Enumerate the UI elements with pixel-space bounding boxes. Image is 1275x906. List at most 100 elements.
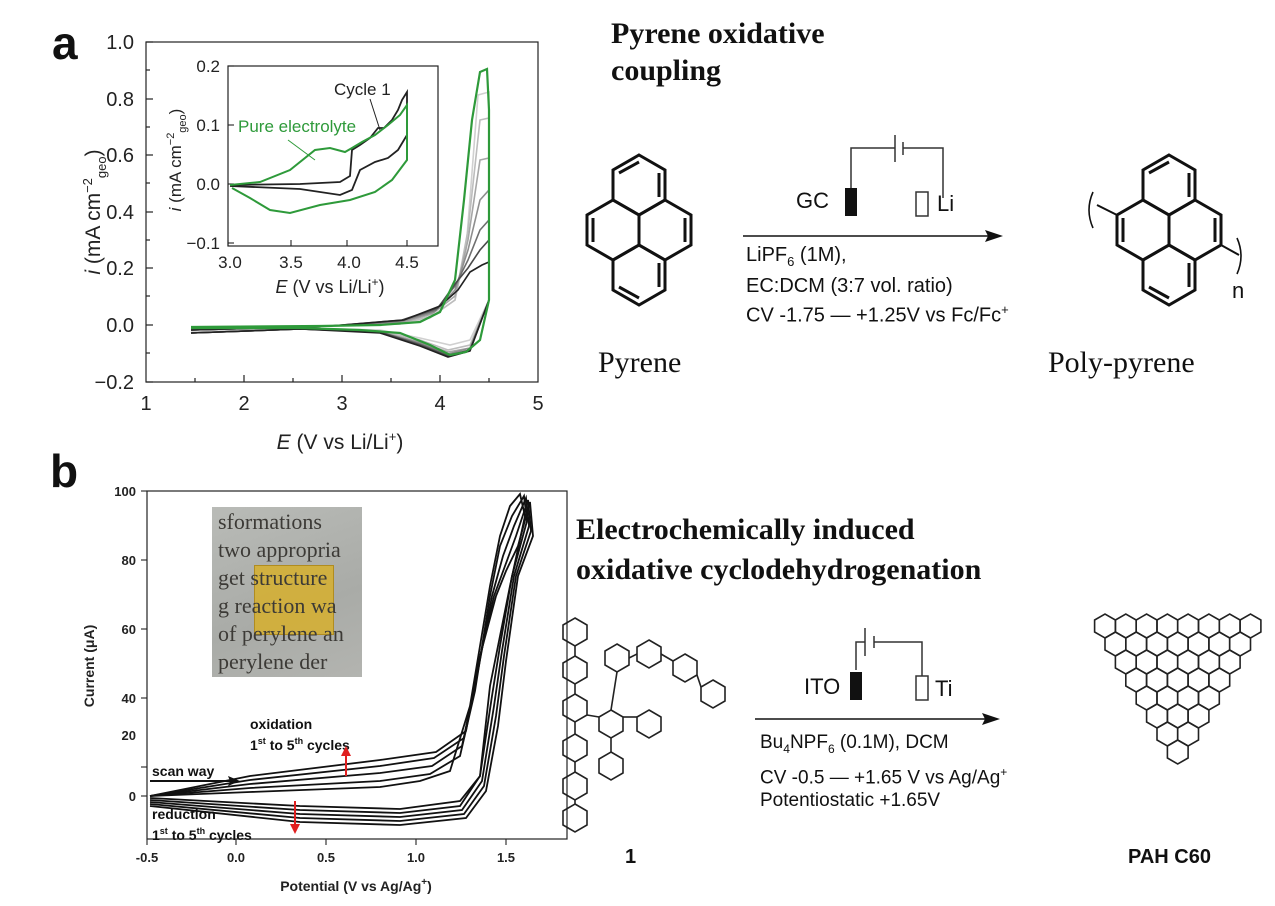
y-tick-a-7: −0.2 <box>95 372 134 394</box>
y-tick-a-3: 0.6 <box>106 145 134 167</box>
inset-x-tick-1: 3.0 <box>218 253 242 272</box>
oxidation-red-arrow-head <box>341 746 351 756</box>
scheme-b-title: Electrochemically induced oxidative cycl… <box>576 510 981 590</box>
inset-y-tick-4: −0.1 <box>186 234 220 253</box>
x-tick-a-4: 4 <box>434 393 445 415</box>
photo-text-2: two appropria <box>218 537 341 562</box>
ti-label: Ti <box>935 676 953 701</box>
x-tick-a-5: 5 <box>532 393 543 415</box>
y-tick-b-3: 60 <box>122 622 136 637</box>
inset-y-tick-1: 0.2 <box>196 57 220 76</box>
x-tick-b-1: -0.5 <box>136 850 158 865</box>
x-axis-label-b: Potential (V vs Ag/Ag+) <box>280 877 432 894</box>
scan-way-label: scan way <box>152 763 214 779</box>
film-photo: sformations two appropria get structure … <box>212 507 362 677</box>
y-axis-label-b: Current (μA) <box>81 625 97 707</box>
x-tick-b-3: 0.5 <box>317 850 335 865</box>
inset-electrolyte-label: Pure electrolyte <box>238 117 356 136</box>
scheme-a-conditions: LiPF6 (1M), EC:DCM (3:7 vol. ratio) CV -… <box>746 243 1009 328</box>
reduction-cycles-label: 1st to 5th cycles <box>152 826 252 843</box>
photo-text-3: get structure <box>218 565 328 590</box>
inset-frame-a <box>227 65 439 247</box>
pah-ring <box>1166 739 1189 765</box>
x-tick-a-1: 1 <box>140 393 151 415</box>
circuit-a <box>850 135 944 208</box>
gc-electrode <box>845 188 857 216</box>
cv-chart-b: 100 80 60 40 20 0 -0.5 0.0 0.5 1.0 1.5 P… <box>81 484 568 894</box>
ito-label: ITO <box>804 674 841 699</box>
scheme-a-cond2: EC:DCM (3:7 vol. ratio) <box>746 275 953 297</box>
x-tick-a-3: 3 <box>336 393 347 415</box>
reduction-label: reduction <box>152 806 216 822</box>
y-tick-b-5: 20 <box>122 728 136 743</box>
scheme-a-cond1: LiPF6 (1M), <box>746 244 847 269</box>
panel-letter-b: b <box>50 445 79 497</box>
y-axis-label-a: i (mA cm−2geo) <box>80 149 109 274</box>
panel-letter-a: a <box>52 17 78 69</box>
reduction-red-arrow-head <box>290 824 300 834</box>
scheme-b-title-line1: Electrochemically induced <box>576 513 915 546</box>
scan-way-arrow-head <box>228 776 240 786</box>
y-tick-b-6: 0 <box>129 789 136 804</box>
compound-1-label: 1 <box>625 846 637 868</box>
x-tick-b-5: 1.5 <box>497 850 515 865</box>
scheme-b-cond2: CV -0.5 — +1.65 V vs Ag/Ag+ <box>760 764 1008 789</box>
inset-electrolyte-trace <box>229 101 408 215</box>
circuit-b <box>855 628 923 676</box>
reaction-arrow-b-head <box>982 713 1000 725</box>
inset-x-tick-2: 3.5 <box>279 253 303 272</box>
scheme-b-cond3: Potentiostatic +1.65V <box>760 790 941 812</box>
gc-label: GC <box>796 188 829 213</box>
yellow-film <box>254 565 334 635</box>
y-tick-a-1: 1.0 <box>106 32 134 54</box>
y-tick-a-4: 0.4 <box>106 202 134 224</box>
inset-y-axis-label: i (mA cm−2geo) <box>165 109 189 212</box>
photo-text-6: perylene der <box>218 649 328 674</box>
inset-cycle1-label: Cycle 1 <box>334 80 391 99</box>
pyrene-label: Pyrene <box>598 346 682 379</box>
ti-electrode <box>915 675 929 701</box>
photo-text-5: of perylene an <box>218 621 344 646</box>
scheme-a-title-line1: Pyrene oxidative <box>611 17 825 50</box>
li-electrode <box>915 191 929 217</box>
scheme-b-cond1: Bu4NPF6 (0.1M), DCM <box>760 732 949 756</box>
polypyrene-label: Poly-pyrene <box>1048 346 1195 379</box>
scheme-b-title-line2: oxidative cyclodehydrogenation <box>576 553 982 586</box>
scheme-a-cond3: CV -1.75 — +1.25V vs Fc/Fc+ <box>746 302 1009 327</box>
cv-cycles-b <box>149 492 534 826</box>
pah-c60-label: PAH C60 <box>1128 846 1211 868</box>
photo-text-1: sformations <box>218 509 322 534</box>
scheme-a-title-line2: coupling <box>611 54 722 87</box>
y-tick-a-5: 0.2 <box>106 258 134 280</box>
reaction-arrow-a-head <box>985 230 1003 242</box>
inset-y-tick-2: 0.1 <box>196 116 220 135</box>
scheme-a-drawing <box>585 135 1242 307</box>
oxidation-label: oxidation <box>250 716 312 732</box>
y-tick-b-4: 40 <box>122 691 136 706</box>
y-ticks-a <box>146 41 490 383</box>
pyrene-structure <box>585 153 693 307</box>
oxidation-cycles-label: 1st to 5th cycles <box>250 736 350 753</box>
inset-cycle1-leader <box>369 98 381 131</box>
photo-text-4: g reaction wa <box>218 593 337 618</box>
x-tick-b-2: 0.0 <box>227 850 245 865</box>
scheme-b-drawing <box>562 613 1262 833</box>
inset-cycle1-trace <box>229 88 408 196</box>
scheme-a-title: Pyrene oxidative coupling <box>611 15 825 89</box>
inset-x-axis-label: E (V vs Li/Li+) <box>275 275 384 297</box>
y-tick-b-2: 80 <box>122 553 136 568</box>
polypyrene-subscript: n <box>1232 278 1245 303</box>
inset-electrolyte-leader <box>287 139 316 161</box>
inset-x-tick-4: 4.5 <box>395 253 419 272</box>
inset-x-tick-3: 4.0 <box>337 253 361 272</box>
y-tick-b-1: 100 <box>114 484 136 499</box>
polypyrene-structure <box>1088 153 1242 307</box>
pah-c60-structure <box>1093 613 1262 765</box>
y-tick-a-2: 0.8 <box>106 89 134 111</box>
x-axis-label-a: E (V vs Li/Li+) <box>277 429 404 454</box>
plot-frame-b <box>146 490 568 840</box>
cv-chart-a: 1.0 0.8 0.6 0.4 0.2 0.0 −0.2 1 2 3 4 5 E… <box>80 32 544 454</box>
compound-1-structure <box>562 617 726 833</box>
y-tick-a-6: 0.0 <box>106 315 134 337</box>
cv-electrolyte-trace-a <box>190 67 491 357</box>
